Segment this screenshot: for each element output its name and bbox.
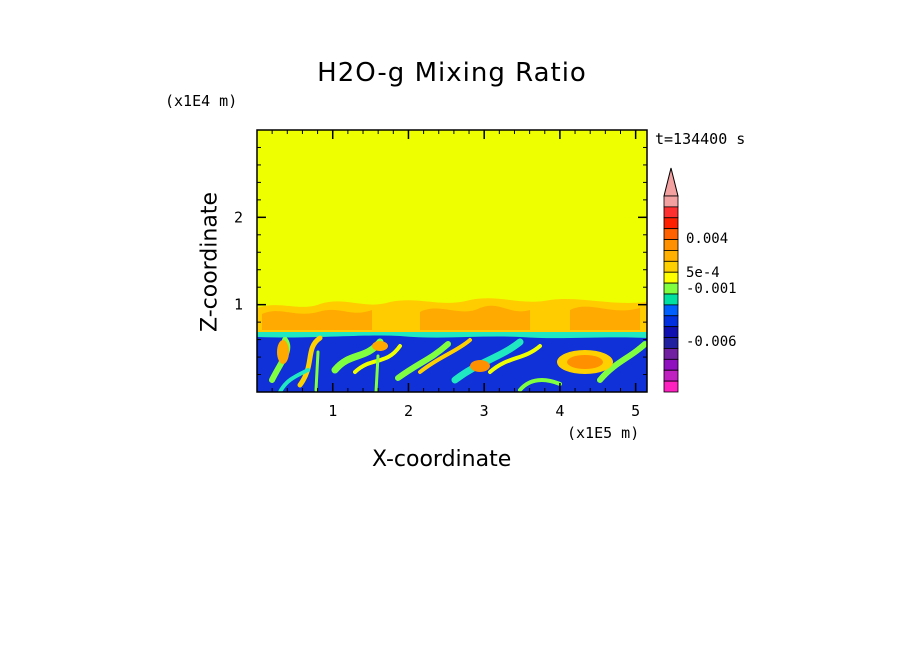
- colorbar-swatch: [663, 358, 679, 371]
- colorbar-swatch: [663, 380, 679, 393]
- x-axis-unit: (x1E5 m): [567, 424, 640, 442]
- y-tick-label: 1: [234, 296, 243, 314]
- colorbar-swatch: [663, 369, 679, 382]
- colorbar-swatch: [663, 206, 679, 219]
- time-label: t=134400 s: [655, 130, 746, 148]
- y-axis-unit: (x1E4 m): [165, 92, 238, 110]
- colorbar-extension: [663, 167, 679, 197]
- colorbar-swatch: [663, 239, 679, 251]
- colorbar-swatch: [663, 315, 679, 328]
- y-tick-label: 2: [234, 208, 243, 226]
- colorbar-swatch: [663, 293, 679, 306]
- colorbar-swatch: [663, 260, 679, 273]
- plot-frame: [256, 129, 648, 393]
- colorbar-swatch: [663, 271, 679, 284]
- colorbar: 0.004 5e-4-0.001 -0.006: [663, 167, 737, 393]
- colorbar-swatch: [663, 304, 679, 317]
- x-tick-label: 1: [328, 402, 337, 420]
- x-tick-label: 5: [631, 402, 640, 420]
- x-tick-label: 4: [555, 402, 564, 420]
- axes: 1 2 3 4 5 1 2: [234, 130, 647, 420]
- colorbar-swatch: [663, 282, 679, 295]
- colorbar-swatch: [663, 228, 679, 240]
- colorbar-label: 5e-4: [686, 265, 720, 281]
- colorbar-swatch: [663, 326, 679, 338]
- x-tick-label: 2: [404, 402, 413, 420]
- colorbar-swatch: [663, 195, 679, 208]
- colorbar-swatch: [663, 337, 679, 349]
- colorbar-swatch: [663, 217, 679, 230]
- x-axis-label: X-coordinate: [372, 447, 512, 472]
- colorbar-swatch: [663, 250, 679, 262]
- colorbar-label: -0.006: [686, 334, 737, 350]
- chart-title: H2O-g Mixing Ratio: [317, 58, 587, 88]
- colorbar-label: 0.004: [686, 231, 728, 247]
- colorbar-label: -0.001: [686, 281, 737, 297]
- contour-field: [257, 130, 647, 392]
- colorbar-swatch: [663, 348, 679, 360]
- x-tick-label: 3: [480, 402, 489, 420]
